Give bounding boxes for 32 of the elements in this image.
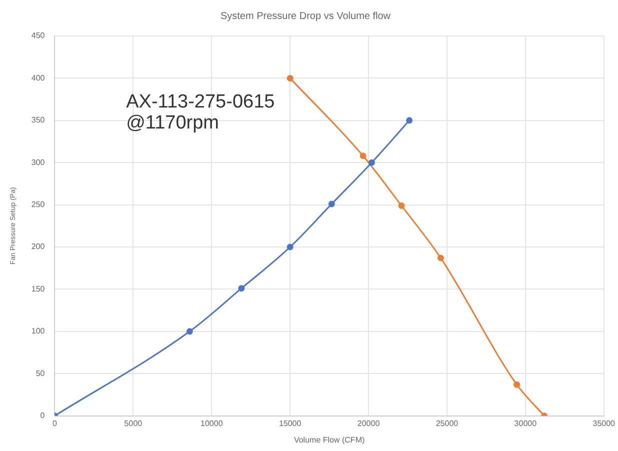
point bbox=[238, 285, 245, 292]
y-tick-label: 250 bbox=[31, 200, 46, 210]
point bbox=[368, 159, 375, 166]
y-tick-label: 200 bbox=[31, 242, 46, 252]
chart-title: System Pressure Drop vs Volume flow bbox=[220, 10, 392, 22]
y-tick-label: 50 bbox=[36, 368, 46, 378]
point bbox=[186, 328, 193, 335]
x-tick-label: 20000 bbox=[357, 418, 380, 428]
x-tick-label: 5000 bbox=[124, 418, 143, 428]
y-tick-label: 300 bbox=[31, 158, 46, 167]
y-tick-label: 450 bbox=[31, 31, 46, 40]
point bbox=[286, 244, 294, 250]
x-tick-label: 15000 bbox=[278, 418, 302, 428]
annotation: AX-113-275-0615 @1170rpm bbox=[126, 92, 275, 134]
point bbox=[398, 202, 405, 209]
x-tick-label: 0 bbox=[52, 418, 58, 428]
point bbox=[286, 74, 294, 82]
y-tick-label: 150 bbox=[31, 284, 46, 294]
x-axis-title: Volume Flow (CFM) bbox=[294, 435, 365, 444]
x-tick-label: 10000 bbox=[200, 418, 224, 428]
point bbox=[406, 117, 413, 124]
y-tick-label: 100 bbox=[31, 326, 46, 336]
point bbox=[437, 254, 444, 262]
x-tick-label: 35000 bbox=[592, 418, 616, 428]
y-tick-label: 350 bbox=[31, 116, 46, 125]
point bbox=[360, 152, 366, 160]
y-tick-label: 0 bbox=[40, 411, 46, 420]
point bbox=[328, 200, 335, 208]
point bbox=[514, 381, 520, 388]
y-tick-label: 400 bbox=[31, 73, 46, 82]
x-tick-label: 30000 bbox=[514, 418, 538, 428]
x-tick-label: 25000 bbox=[436, 418, 459, 428]
